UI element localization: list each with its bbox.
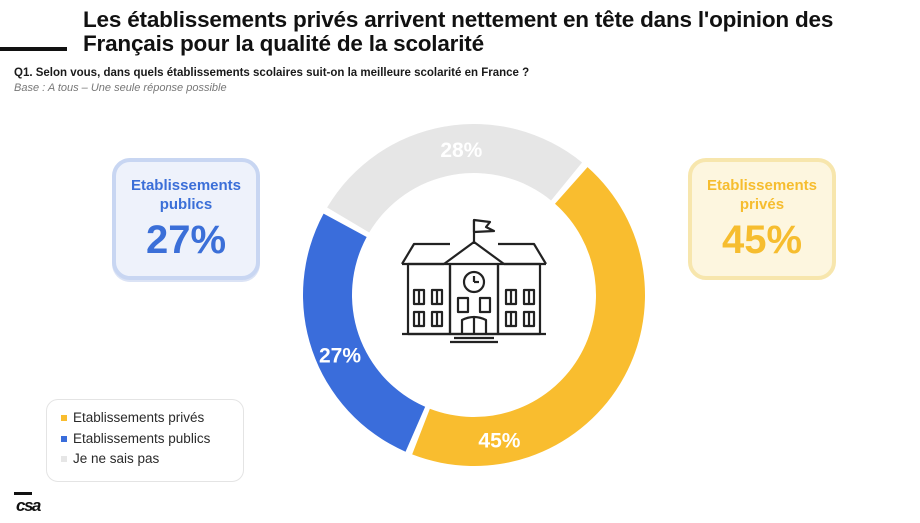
base-text: Base : A tous – Une seule réponse possib…	[14, 82, 227, 94]
question-text: Q1. Selon vous, dans quels établissement…	[14, 67, 530, 79]
csa-logo: csa	[14, 492, 41, 515]
public-card-value: 27%	[145, 218, 227, 262]
legend-item-private: Etablissements privés	[61, 408, 243, 429]
slice-label-private: 45%	[478, 429, 520, 452]
public-summary-card: Etablissements publics 27%	[112, 158, 260, 280]
legend-label-public: Etablissements publics	[73, 430, 211, 446]
legend-label-private: Etablissements privés	[73, 410, 205, 425]
legend-label-unknown: Je ne sais pas	[73, 451, 160, 466]
chart-legend: Etablissements privés Etablissements pub…	[46, 399, 244, 482]
page-title: Les établissements privés arrivent nette…	[83, 7, 834, 56]
private-summary-card: Etablissements privés 45%	[688, 158, 836, 280]
school-building-icon	[401, 218, 547, 344]
slice-label-unknown: 28%	[440, 139, 482, 162]
legend-swatch-public	[61, 435, 67, 442]
slice-public	[303, 213, 426, 452]
legend-item-unknown: Je ne sais pas	[61, 449, 243, 470]
title-accent-bar	[0, 47, 67, 51]
legend-swatch-private	[61, 415, 67, 422]
legend-swatch-unknown	[61, 456, 67, 463]
slice-unknown	[327, 124, 583, 233]
private-card-value: 45%	[721, 218, 803, 262]
public-card-label: Etablissements publics	[130, 177, 242, 213]
legend-item-public: Etablissements publics	[61, 429, 243, 450]
slice-private	[412, 167, 645, 466]
private-card-label: Etablissements privés	[706, 177, 818, 213]
slice-label-public: 27%	[319, 344, 361, 367]
